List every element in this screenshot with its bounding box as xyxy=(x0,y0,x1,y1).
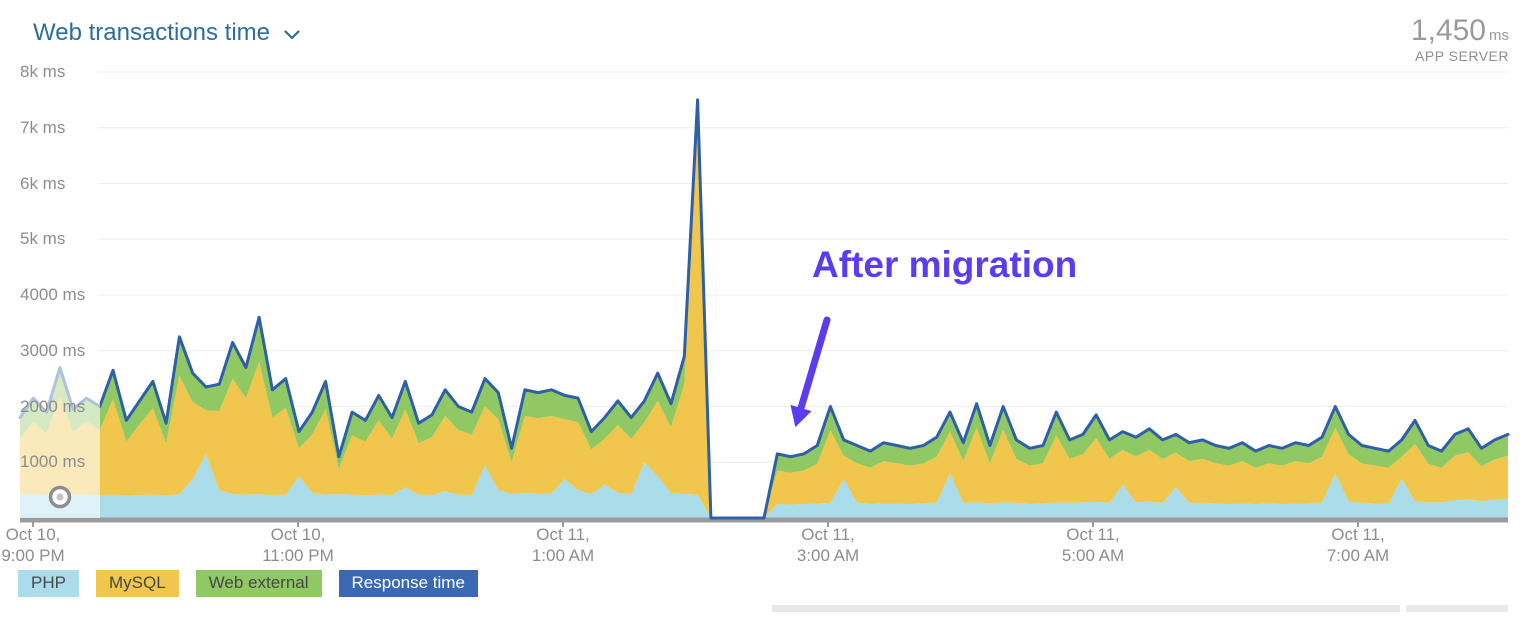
horizontal-scrollbar-thumb[interactable] xyxy=(772,605,1400,612)
x-axis-label: Oct 11, 7:00 AM xyxy=(1326,525,1390,565)
panel-header: Web transactions time 1,450 ms APP SERVER xyxy=(0,0,1525,65)
chevron-down-icon[interactable] xyxy=(284,30,300,40)
y-axis-label: 7k ms xyxy=(20,117,66,137)
y-axis-label: 5k ms xyxy=(20,229,66,249)
chart-title[interactable]: Web transactions time xyxy=(33,19,270,46)
x-axis-tick xyxy=(1357,518,1359,527)
x-axis-label: Oct 10, 9:00 PM xyxy=(1,525,65,565)
y-axis-label: 6k ms xyxy=(20,173,66,193)
x-axis-label: Oct 10, 11:00 PM xyxy=(262,525,334,565)
legend-item-mysql[interactable]: MySQL xyxy=(95,570,179,597)
horizontal-scrollbar-track[interactable] xyxy=(1406,605,1508,612)
response-time-line xyxy=(18,98,1510,520)
y-axis-label: 2000 ms xyxy=(20,396,86,416)
y-axis-label: 1000 ms xyxy=(20,452,86,472)
y-axis-label: 4000 ms xyxy=(20,285,86,304)
legend-item-response-time[interactable]: Response time xyxy=(338,570,478,597)
x-axis-tick xyxy=(562,518,564,527)
unselected-range-overlay xyxy=(0,64,100,518)
area-php xyxy=(20,453,1508,518)
x-axis-label: Oct 11, 5:00 AM xyxy=(1061,525,1125,565)
area-mysql xyxy=(20,121,1508,518)
x-axis-tick xyxy=(297,518,299,527)
legend: PHP MySQL Web external Response time xyxy=(18,570,495,597)
x-axis-label: Oct 11, 3:00 AM xyxy=(796,525,860,565)
x-axis-tick xyxy=(32,518,34,527)
current-value-block: 1,450 ms APP SERVER xyxy=(1411,16,1509,65)
current-value-label: APP SERVER xyxy=(1415,48,1509,64)
y-axis-label: 3000 ms xyxy=(20,340,86,360)
legend-item-web-external[interactable]: Web external xyxy=(195,570,322,597)
x-axis-baseline xyxy=(20,517,1508,523)
current-value: 1,450 xyxy=(1410,14,1486,47)
annotation-arrowhead xyxy=(790,404,812,428)
legend-item-php[interactable]: PHP xyxy=(18,570,79,597)
current-value-line: 1,450 ms xyxy=(1411,16,1509,46)
range-drag-handle-dot xyxy=(56,493,64,501)
chart-title-dropdown[interactable]: Web transactions time xyxy=(33,19,300,47)
annotation-after-migration: After migration xyxy=(812,244,1078,285)
y-axis-label: 8k ms xyxy=(20,62,66,81)
x-axis-tick xyxy=(827,518,829,527)
x-axis-tick xyxy=(1092,518,1094,527)
x-axis-label: Oct 11, 1:00 AM xyxy=(531,525,595,565)
current-value-unit: ms xyxy=(1489,27,1509,44)
annotation-arrow xyxy=(797,316,831,412)
